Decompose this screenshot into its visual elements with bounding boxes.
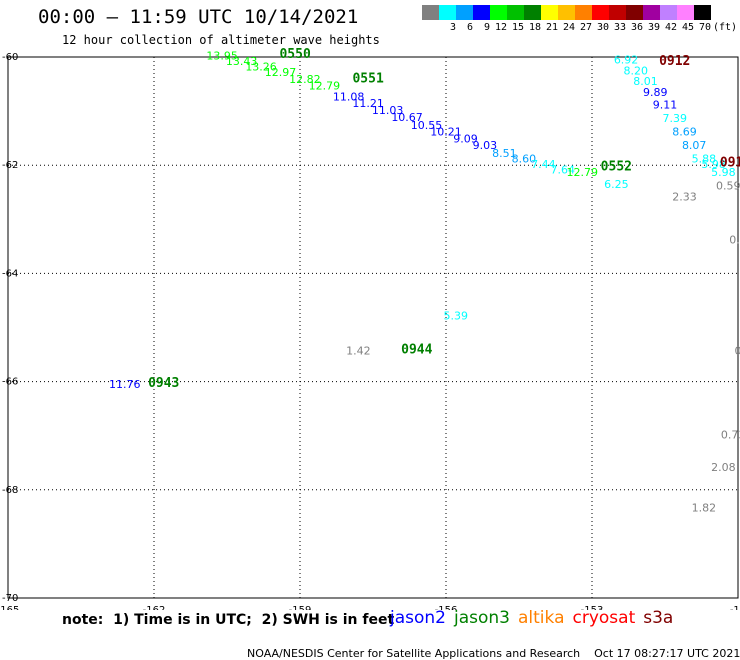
pass-time-label: 0911: [720, 155, 740, 170]
wave-height-label: 12.79: [567, 166, 599, 179]
y-tick-label: -68: [2, 485, 18, 496]
wave-height-label: 0.59: [716, 180, 740, 193]
pass-time-label: 0550: [279, 47, 310, 62]
wave-height-label: 1.82: [692, 501, 717, 514]
x-tick-label: -165: [0, 605, 19, 610]
x-tick-label: -162: [143, 605, 166, 610]
wave-height-label: 0: [735, 345, 740, 358]
legend-entry: jason3: [454, 608, 510, 628]
wave-height-label: 9.11: [653, 98, 678, 111]
wave-height-label: 6.25: [604, 178, 629, 191]
legend-entry: altika: [518, 608, 565, 628]
wave-height-label: 11.76: [109, 378, 141, 391]
plot-frame: [8, 57, 738, 598]
wave-height-label: 2.08: [711, 461, 736, 474]
pass-time-label: 0943: [148, 376, 179, 391]
wave-height-label: 9.89: [643, 86, 668, 99]
pass-time-label: 0552: [601, 160, 632, 175]
pass-time-label: 0551: [352, 71, 383, 86]
x-tick-label: -159: [289, 605, 312, 610]
wave-height-label: 8.07: [682, 139, 707, 152]
units-note: note: 1) Time is in UTC; 2) SWH is in fe…: [62, 612, 394, 628]
footer-timestamp: Oct 17 08:27:17 UTC 2021: [594, 647, 740, 660]
y-tick-label: -64: [2, 268, 18, 279]
wave-height-label: 0.5: [729, 234, 740, 247]
satellite-legend: jason2 jason3 altika cryosat s3a: [390, 608, 681, 628]
wave-height-label: 8.69: [672, 125, 697, 138]
legend-entry: cryosat: [573, 608, 636, 628]
legend-entry: s3a: [643, 608, 673, 628]
y-tick-label: -70: [2, 593, 18, 604]
y-tick-label: -66: [2, 377, 18, 388]
wave-height-label: 5.39: [443, 309, 468, 322]
x-tick-label: -15: [730, 605, 740, 610]
pass-time-label: 0944: [401, 342, 432, 357]
wave-height-plot: -165-162-159-156-153-15-60-62-64-66-68-7…: [0, 0, 740, 610]
footer-credit: NOAA/NESDIS Center for Satellite Applica…: [247, 647, 580, 660]
wave-height-label: 7.39: [662, 112, 687, 125]
wave-height-label: 1.42: [346, 345, 371, 358]
pass-time-label: 0912: [659, 54, 690, 69]
y-tick-label: -62: [2, 160, 18, 171]
legend-entry: jason2: [390, 608, 446, 628]
y-tick-label: -60: [2, 52, 18, 63]
footer: NOAA/NESDIS Center for Satellite Applica…: [240, 634, 740, 660]
wave-height-label: 0.73: [721, 428, 740, 441]
wave-height-label: 2.33: [672, 190, 697, 203]
